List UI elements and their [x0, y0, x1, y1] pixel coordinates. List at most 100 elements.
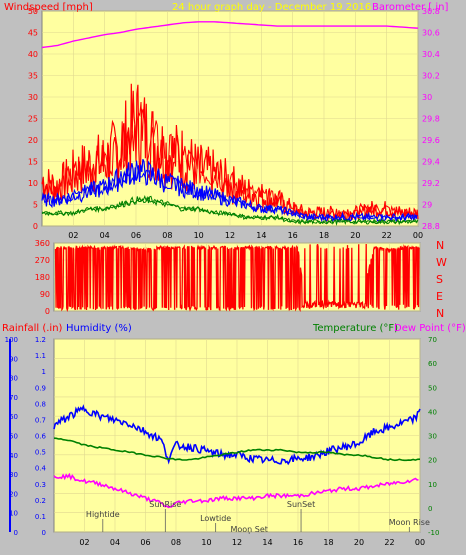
- temperature-y-tick-label: 10: [428, 481, 437, 489]
- barometer-line: [41, 21, 419, 49]
- event-label: Hightide: [86, 510, 120, 519]
- temperature-x-tick-label: 06: [140, 538, 150, 547]
- direction-y-tick-label: 0: [45, 307, 50, 316]
- wind-x-tick-label: 16: [288, 231, 298, 240]
- rainfall-y-tick-label: 0.3: [35, 481, 46, 489]
- wind-x-tick-label: 22: [382, 231, 392, 240]
- wind-y-tick-label: 0: [33, 222, 38, 231]
- barometer-y-tick-label: 30: [422, 93, 432, 102]
- temperature-x-tick-label: 12: [232, 538, 242, 547]
- event-label: Moon Set: [230, 525, 267, 534]
- wind-x-tick-label: 18: [319, 231, 329, 240]
- humidity-y-tick-label: 20: [9, 490, 18, 498]
- wind-x-tick-label: 20: [350, 231, 360, 240]
- event-label: SunRise: [149, 500, 181, 509]
- wind-x-tick-label: 12: [225, 231, 235, 240]
- direction-y-tick-label: 360: [35, 239, 50, 248]
- temperature-line: [53, 437, 421, 462]
- humidity-label: Humidity (%): [66, 323, 132, 334]
- barometer-y-tick-label: 30.8: [422, 7, 440, 16]
- temperature-x-tick-label: 08: [171, 538, 181, 547]
- rainfall-y-tick-label: 1: [42, 368, 46, 376]
- temperature-y-tick-label: -10: [428, 529, 439, 537]
- temperature-y-tick-label: 0: [428, 505, 432, 513]
- event-label: Moon Rise: [389, 518, 430, 527]
- barometer-y-tick-label: 29.4: [422, 158, 440, 167]
- barometer-y-tick-label: 30.6: [422, 29, 440, 38]
- humidity-y-tick-label: 40: [9, 452, 18, 460]
- humidity-y-tick-label: 60: [9, 413, 18, 421]
- wind-y-tick-label: 35: [28, 72, 38, 81]
- rainfall-y-tick-label: 0.7: [35, 416, 46, 424]
- barometer-y-tick-label: 30.4: [422, 50, 440, 59]
- rainfall-y-tick-label: 0.6: [35, 433, 47, 441]
- temperature-x-tick-label: 20: [354, 538, 364, 547]
- humidity-y-tick-label: 10: [9, 510, 18, 518]
- temperature-x-tick-label: 02: [79, 538, 89, 547]
- event-label: Lowtide: [200, 514, 231, 523]
- humidity-y-tick-label: 30: [9, 471, 18, 479]
- chart-marks: 0510152025303540455028.82929.229.429.629…: [5, 7, 440, 547]
- compass-e: E: [436, 290, 443, 303]
- wind-x-tick-label: 00: [413, 231, 423, 240]
- rainfall-y-tick-label: 0.2: [35, 497, 46, 505]
- barometer-y-tick-label: 30.2: [422, 72, 440, 81]
- humidity-y-tick-label: 100: [5, 336, 18, 344]
- direction-y-tick-label: 270: [35, 256, 50, 265]
- temperature-y-tick-label: 50: [428, 384, 437, 392]
- temperature-x-tick-label: 22: [384, 538, 394, 547]
- compass-s: S: [436, 273, 443, 286]
- windspeed-label: Windspeed [mph]: [4, 2, 93, 13]
- dewpoint-label: Dew Point (°F): [394, 323, 466, 334]
- wind-x-tick-label: 02: [68, 231, 78, 240]
- chart-title: 24 hour graph day - December 19 2016: [172, 2, 371, 13]
- dewpoint-line: [53, 472, 419, 509]
- wind-x-tick-label: 14: [256, 231, 266, 240]
- wind-average-line-2: [41, 160, 418, 221]
- rainfall-y-tick-label: 0: [42, 529, 46, 537]
- temperature-y-tick-label: 30: [428, 433, 437, 441]
- barometer-y-tick-label: 28.8: [422, 222, 440, 231]
- barometer-label: Barometer [.in]: [372, 2, 448, 13]
- wind-y-tick-label: 25: [28, 115, 38, 124]
- temperature-label: Temperature (°F): [312, 323, 398, 334]
- rainfall-y-tick-label: 0.1: [35, 513, 46, 521]
- wind-x-tick-label: 06: [131, 231, 141, 240]
- humidity-y-tick-label: 0: [14, 529, 18, 537]
- wind-y-tick-label: 5: [33, 201, 38, 210]
- humidity-y-tick-label: 80: [9, 375, 18, 383]
- wind-y-tick-label: 40: [28, 50, 38, 59]
- barometer-y-tick-label: 29.6: [422, 136, 440, 145]
- barometer-y-tick-label: 29.2: [422, 179, 440, 188]
- temperature-x-tick-label: 00: [415, 538, 425, 547]
- temperature-x-tick-label: 16: [293, 538, 303, 547]
- wind-x-tick-label: 04: [100, 231, 110, 240]
- wind-x-tick-label: 08: [162, 231, 172, 240]
- temperature-x-tick-label: 10: [201, 538, 211, 547]
- humidity-y-tick-label: 90: [9, 355, 18, 363]
- wind-gust-line: [41, 83, 419, 223]
- wind-x-tick-label: 10: [194, 231, 204, 240]
- temperature-x-tick-label: 04: [110, 538, 120, 547]
- humidity-y-tick-label: 70: [9, 394, 18, 402]
- rainfall-y-tick-label: 0.9: [35, 384, 46, 392]
- compass-n-top: N: [436, 239, 444, 252]
- rainfall-y-tick-label: 0.4: [35, 465, 47, 473]
- wind-y-tick-label: 20: [28, 136, 38, 145]
- wind-y-tick-label: 45: [28, 29, 38, 38]
- temperature-x-tick-label: 14: [262, 538, 272, 547]
- wind-gust-line-2: [41, 101, 419, 219]
- rainfall-y-tick-label: 1.2: [35, 336, 46, 344]
- temperature-y-tick-label: 20: [428, 457, 437, 465]
- compass-n-bottom: N: [436, 307, 444, 320]
- barometer-y-tick-label: 29.8: [422, 115, 440, 124]
- wind-y-tick-label: 30: [28, 93, 38, 102]
- wind-y-tick-label: 10: [28, 179, 38, 188]
- rainfall-y-tick-label: 0.5: [35, 449, 46, 457]
- rainfall-y-tick-label: 1.1: [35, 352, 46, 360]
- rainfall-label: Rainfall (.in): [2, 323, 63, 334]
- wind-lull-line-2: [41, 196, 417, 224]
- direction-y-tick-label: 90: [40, 290, 50, 299]
- wind-y-tick-label: 50: [28, 7, 38, 16]
